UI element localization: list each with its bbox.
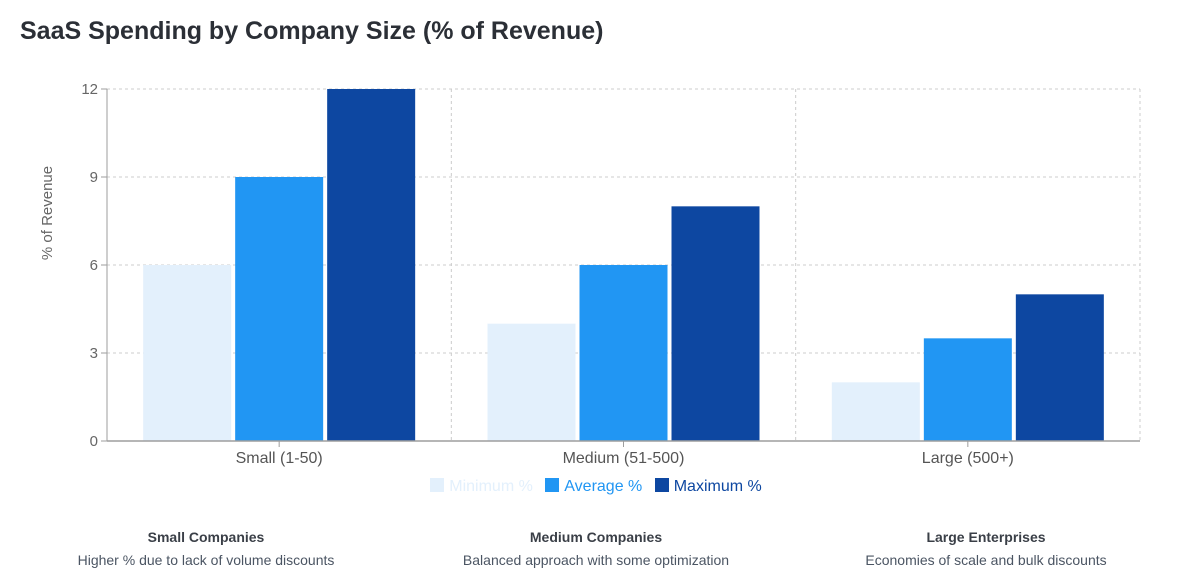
- bar-maximum-2: [671, 206, 760, 441]
- note-large-text: Economies of scale and bulk discounts: [865, 552, 1107, 568]
- y-tick-label-4: 12: [81, 81, 98, 98]
- legend-label-average: Average %: [564, 478, 643, 495]
- note-medium: Medium Companies Balanced approach with …: [416, 528, 776, 570]
- note-medium-text: Balanced approach with some optimization: [462, 552, 730, 568]
- legend-swatch-maximum: [654, 478, 669, 492]
- legend-swatch-minimum: [430, 478, 445, 492]
- note-small-title: Small Companies: [147, 529, 265, 545]
- y-tick-label-2: 6: [90, 257, 98, 274]
- chart-title: SaaS Spending by Company Size (% of Reve…: [20, 17, 604, 45]
- bar-average-3: [923, 338, 1012, 441]
- legend-item-maximum[interactable]: Maximum %: [654, 478, 762, 496]
- bar-maximum-1: [327, 89, 416, 441]
- chart-legend: Minimum % Average % Maximum %: [0, 478, 1192, 496]
- bar-chart: 0 3 6 9 12 Small (1-50) Medium (51-500) Large (…: [39, 81, 1141, 467]
- legend-label-maximum: Maximum %: [673, 478, 762, 495]
- legend-item-average[interactable]: Average %: [545, 478, 642, 496]
- y-axis-label: % of Revenue: [39, 166, 56, 260]
- x-tick-label-0: Small (1-50): [236, 450, 323, 467]
- y-tick-label-3: 9: [90, 169, 98, 186]
- legend-label-minimum: Minimum %: [449, 478, 533, 495]
- bar-average-1: [235, 177, 324, 441]
- note-large: Large Enterprises Economies of scale and…: [806, 528, 1166, 570]
- bar-maximum-3: [1015, 294, 1104, 441]
- legend-swatch-average: [545, 478, 560, 492]
- insight-notes: Small Companies Higher % due to lack of …: [0, 528, 1192, 578]
- x-tick-label-2: Large (500+): [922, 450, 1014, 467]
- x-tick-label-1: Medium (51-500): [563, 450, 685, 467]
- note-small-text: Higher % due to lack of volume discounts: [77, 552, 335, 568]
- bar-average-2: [579, 265, 668, 441]
- legend-item-minimum[interactable]: Minimum %: [430, 478, 533, 496]
- note-small: Small Companies Higher % due to lack of …: [26, 528, 386, 570]
- bar-minimum-1: [143, 265, 232, 441]
- bar-minimum-3: [831, 382, 920, 441]
- y-tick-label-0: 0: [90, 433, 98, 450]
- bar-minimum-2: [487, 323, 576, 441]
- note-large-title: Large Enterprises: [926, 529, 1046, 545]
- note-medium-title: Medium Companies: [529, 529, 663, 545]
- y-tick-label-1: 3: [90, 345, 98, 362]
